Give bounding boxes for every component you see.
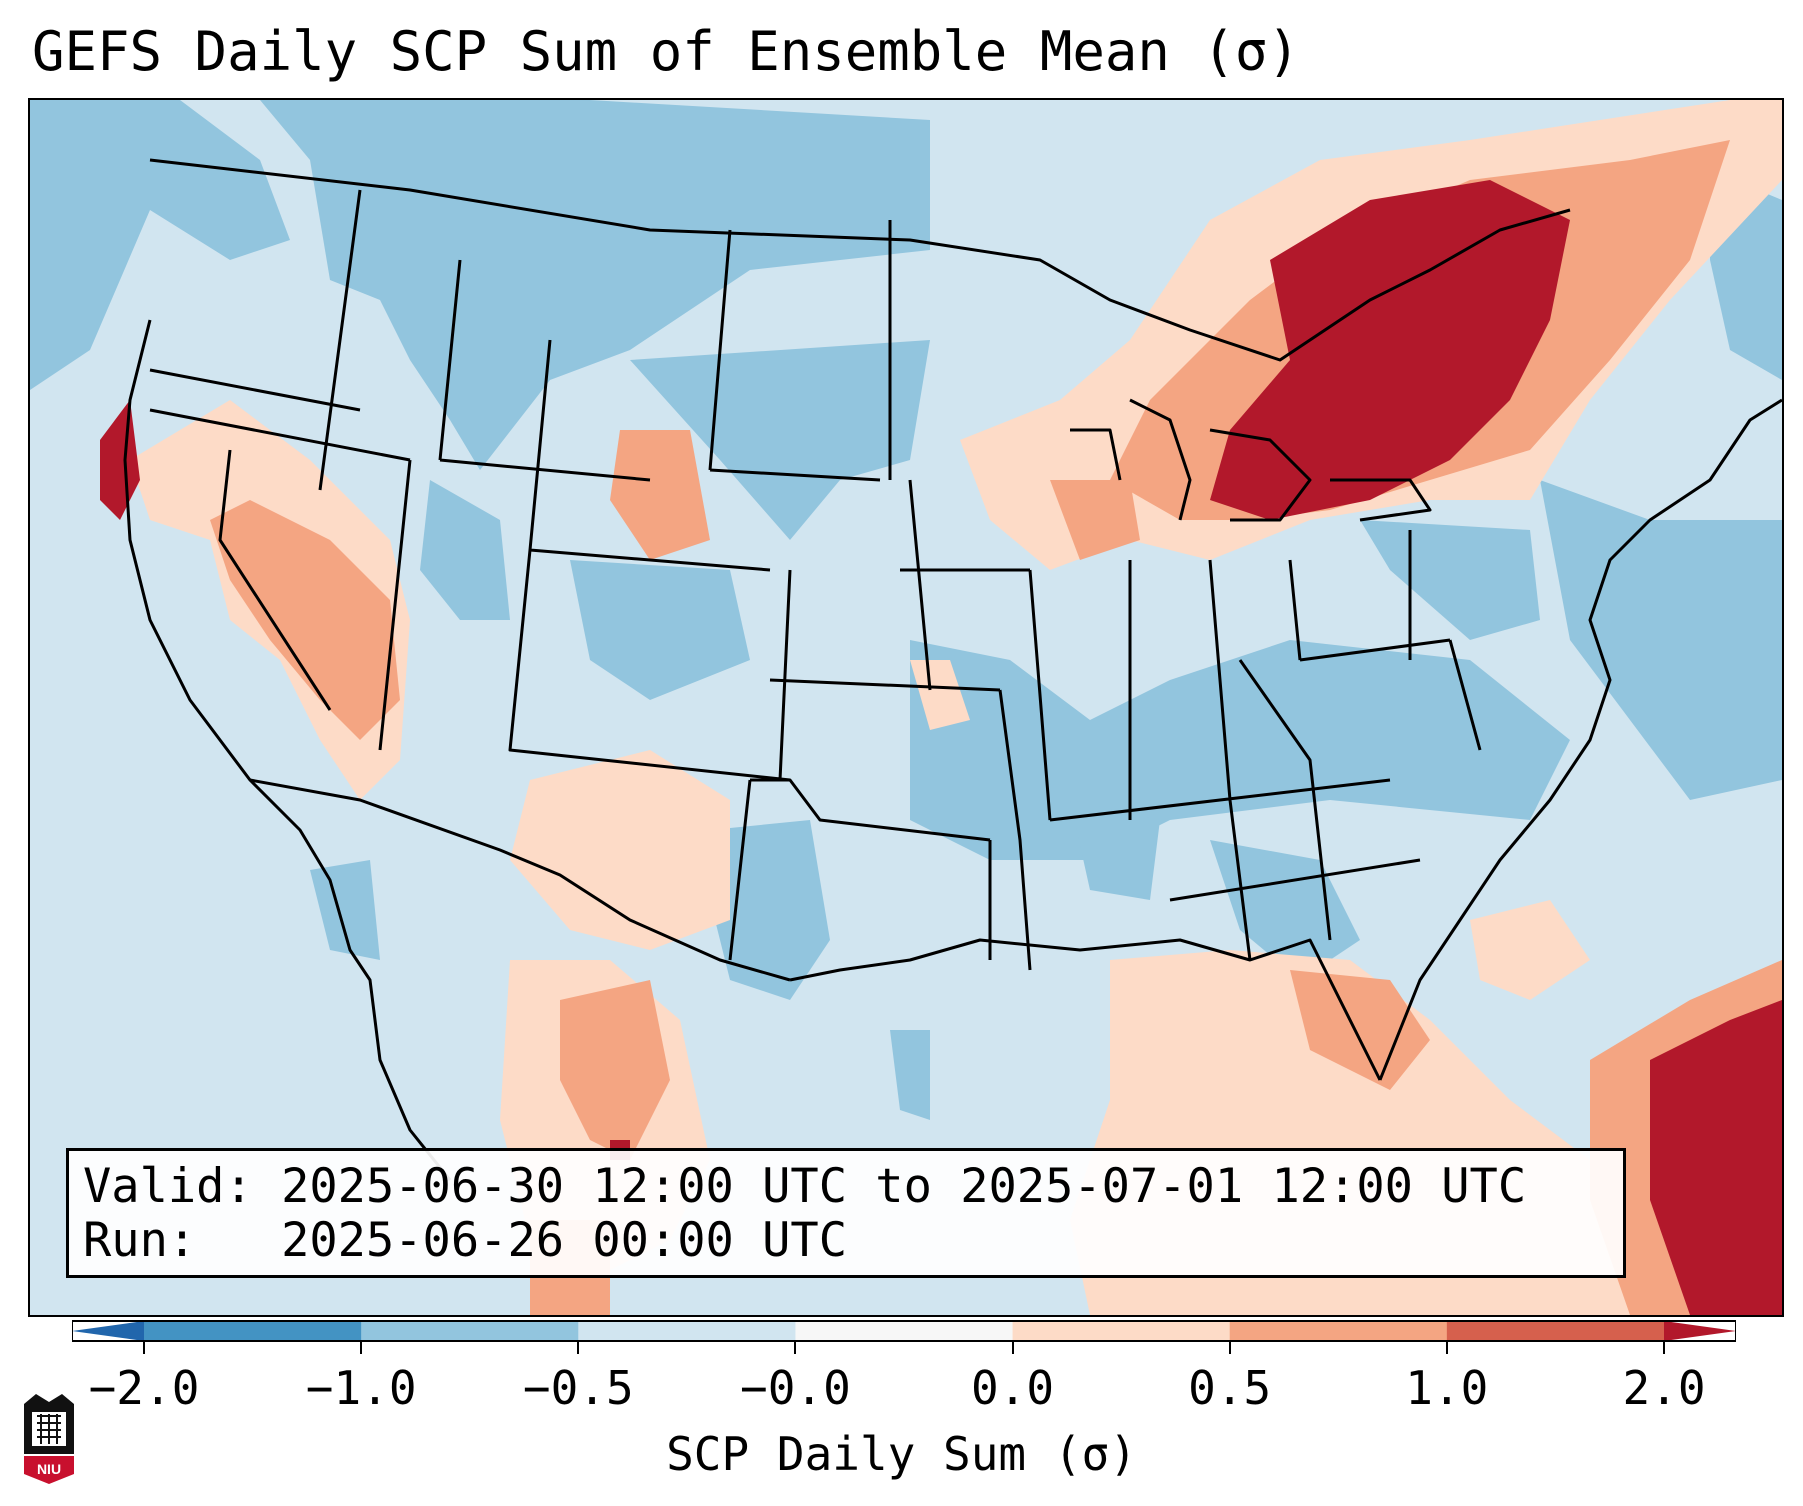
colorbar-segment xyxy=(144,1321,362,1341)
colorbar-tick xyxy=(1445,1340,1448,1354)
logo-text: NIU xyxy=(37,1461,61,1477)
run-time-line: Run: 2025-06-26 00:00 UTC xyxy=(83,1213,848,1268)
colorbar-extend-low xyxy=(72,1321,144,1341)
us-canada-border xyxy=(149,158,1571,362)
colorbar-segment xyxy=(1229,1321,1448,1341)
colorbar-tick-label: 1.0 xyxy=(1405,1361,1489,1415)
map-panel xyxy=(28,98,1784,1317)
colorbar-tick xyxy=(360,1340,363,1354)
map-boundaries xyxy=(123,158,1782,1181)
colorbar-tick-label: −0.5 xyxy=(522,1361,634,1415)
field-positive-strong xyxy=(100,180,1782,1315)
colorbar-tick-label: 0.5 xyxy=(1188,1361,1272,1415)
colorbar-tick-label: 0.0 xyxy=(971,1361,1055,1415)
colorbar-tick-label: 2.0 xyxy=(1622,1361,1706,1415)
gulf-coastline xyxy=(789,938,1382,1081)
colorbar-tick xyxy=(1011,1340,1014,1354)
colorbar-tick xyxy=(577,1340,580,1354)
colorbar-segment xyxy=(1446,1321,1665,1341)
valid-time-line: Valid: 2025-06-30 12:00 UTC to 2025-07-0… xyxy=(83,1159,1527,1214)
colorbar-extend-high xyxy=(1664,1321,1736,1341)
niu-logo: NIU xyxy=(24,1394,74,1484)
colorbar-title: SCP Daily Sum (σ) xyxy=(666,1427,1137,1481)
state-lines-east xyxy=(1028,530,1482,961)
atlantic-coastline xyxy=(1378,398,1782,1081)
colorbar-tick xyxy=(1663,1340,1665,1354)
colorbar xyxy=(72,1320,1736,1342)
colorbar-segment xyxy=(1012,1321,1231,1341)
colorbar-tick xyxy=(794,1340,797,1354)
colorbar-segment xyxy=(361,1321,579,1341)
colorbar-tick-label: −1.0 xyxy=(305,1361,417,1415)
colorbar-segment xyxy=(578,1321,796,1341)
colorbar-segment xyxy=(795,1321,1014,1341)
great-lakes xyxy=(1070,398,1432,522)
colorbar-tick xyxy=(1228,1340,1231,1354)
valid-run-info-box: Valid: 2025-06-30 12:00 UTC to 2025-07-0… xyxy=(66,1148,1626,1278)
us-mexico-border xyxy=(249,778,791,982)
state-lines-central xyxy=(508,479,1032,971)
colorbar-tick-label: −0.0 xyxy=(740,1361,851,1415)
colorbar-tick xyxy=(143,1340,145,1354)
chart-title: GEFS Daily SCP Sum of Ensemble Mean (σ) xyxy=(32,20,1300,83)
colorbar-tick-label: −2.0 xyxy=(88,1361,200,1415)
